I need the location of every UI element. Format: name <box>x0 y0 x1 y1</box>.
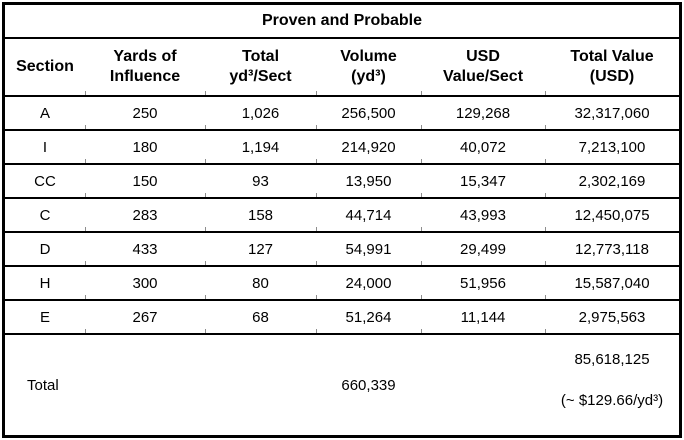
table-header-row: Section Yards of Influence Total yd³/Sec… <box>5 38 680 97</box>
volume-cell: 24,000 <box>316 266 421 301</box>
usd-value-sect-cell: 15,347 <box>421 164 545 199</box>
table-title: Proven and Probable <box>5 5 680 39</box>
total-value-cell: 15,587,040 <box>545 266 680 301</box>
section-cell: I <box>5 130 85 165</box>
section-cell: A <box>5 96 85 131</box>
empty-cell <box>421 334 545 435</box>
total-value-cell: 7,213,100 <box>545 130 680 165</box>
proven-and-probable-table: Proven and Probable Section Yards of Inf… <box>5 5 680 435</box>
section-cell: D <box>5 232 85 267</box>
table-row-cc: CC 150 93 13,950 15,347 2,302,169 <box>5 164 680 199</box>
section-cell: CC <box>5 164 85 199</box>
unit-value-note: (~ $129.66/yd³) <box>560 392 664 409</box>
volume-cell: 54,991 <box>316 232 421 267</box>
col-header-volume-yd3: Volume (yd³) <box>316 38 421 97</box>
table-title-row: Proven and Probable <box>5 5 680 39</box>
total-label: Total <box>27 376 59 394</box>
total-yd3-sect-cell: 158 <box>205 198 316 233</box>
volume-cell: 256,500 <box>316 96 421 131</box>
yards-of-influence-cell: 267 <box>85 300 205 335</box>
col-header-total-value-usd: Total Value (USD) <box>545 38 680 97</box>
total-value-cell: 12,450,075 <box>545 198 680 233</box>
volume-cell: 214,920 <box>316 130 421 165</box>
yards-of-influence-cell: 250 <box>85 96 205 131</box>
total-yd3-sect-cell: 127 <box>205 232 316 267</box>
yards-of-influence-cell: 180 <box>85 130 205 165</box>
table-row-e: E 267 68 51,264 11,144 2,975,563 <box>5 300 680 335</box>
total-yd3-sect-cell: 1,026 <box>205 96 316 131</box>
col-header-section: Section <box>5 38 85 97</box>
total-yd3-sect-cell: 68 <box>205 300 316 335</box>
total-value-cell: 12,773,118 <box>545 232 680 267</box>
volume-cell: 13,950 <box>316 164 421 199</box>
yards-of-influence-cell: 300 <box>85 266 205 301</box>
total-value-cell: 2,302,169 <box>545 164 680 199</box>
table-row-total: Total 660,339 85,618,125 (~ $129.66/yd³) <box>5 334 679 435</box>
yards-of-influence-cell: 283 <box>85 198 205 233</box>
total-value-cell: 32,317,060 <box>545 96 680 131</box>
volume-cell: 51,264 <box>316 300 421 335</box>
usd-value-sect-cell: 51,956 <box>421 266 545 301</box>
table-row-i: I 180 1,194 214,920 40,072 7,213,100 <box>5 130 680 165</box>
empty-cell <box>205 334 316 435</box>
col-header-yards-of-influence: Yards of Influence <box>85 38 205 97</box>
total-yd3-sect-cell: 93 <box>205 164 316 199</box>
table-row-d: D 433 127 54,991 29,499 12,773,118 <box>5 232 680 267</box>
col-header-total-yd3-sect: Total yd³/Sect <box>205 38 316 97</box>
section-cell: E <box>5 300 85 335</box>
volume-cell: 44,714 <box>316 198 421 233</box>
section-cell: H <box>5 266 85 301</box>
yards-of-influence-cell: 150 <box>85 164 205 199</box>
total-yd3-sect-cell: 1,194 <box>205 130 316 165</box>
total-volume-cell: 660,339 <box>341 376 396 394</box>
usd-value-sect-cell: 129,268 <box>421 96 545 131</box>
table-row-h: H 300 80 24,000 51,956 15,587,040 <box>5 266 680 301</box>
total-value-stack: 85,618,125 (~ $129.66/yd³) <box>545 351 679 419</box>
usd-value-sect-cell: 11,144 <box>421 300 545 335</box>
grand-total-value: 85,618,125 <box>574 351 650 368</box>
section-cell: C <box>5 198 85 233</box>
empty-cell <box>85 334 205 435</box>
usd-value-sect-cell: 40,072 <box>421 130 545 165</box>
total-yd3-sect-cell: 80 <box>205 266 316 301</box>
usd-value-sect-cell: 43,993 <box>421 198 545 233</box>
col-header-usd-value-sect: USD Value/Sect <box>421 38 545 97</box>
total-value-cell: 2,975,563 <box>545 300 680 335</box>
table-row-c: C 283 158 44,714 43,993 12,450,075 <box>5 198 680 233</box>
usd-value-sect-cell: 29,499 <box>421 232 545 267</box>
yards-of-influence-cell: 433 <box>85 232 205 267</box>
table-row-a: A 250 1,026 256,500 129,268 32,317,060 <box>5 96 680 131</box>
total-value-summary-cell: 85,618,125 (~ $129.66/yd³) <box>545 334 679 435</box>
